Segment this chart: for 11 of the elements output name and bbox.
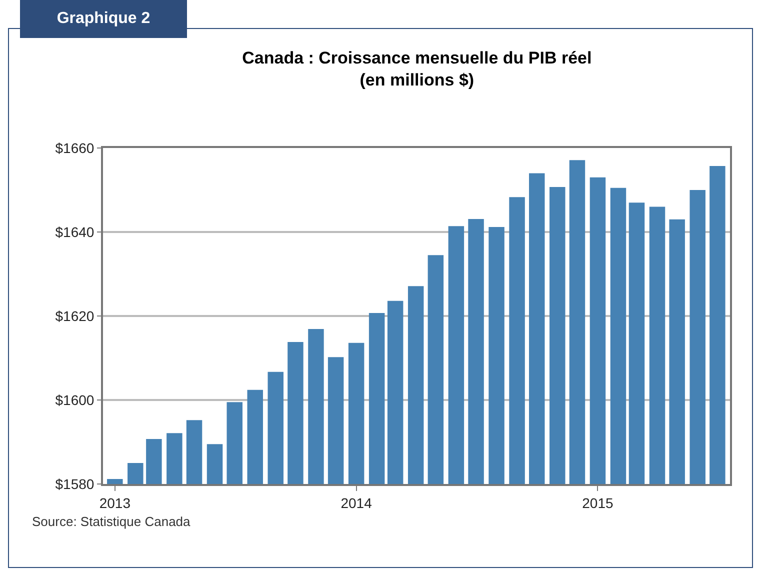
chart-title: Canada : Croissance mensuelle du PIB réel (en millions $): [242, 48, 592, 90]
y-tick-label: $1640: [55, 224, 94, 240]
text: Graphique 2: [20, 0, 187, 38]
y-tick-label: $1620: [55, 308, 94, 324]
source-note: Source: Statistique Canada: [32, 514, 190, 529]
y-tick-label: $1600: [55, 392, 94, 408]
x-tick-label: 2013: [99, 494, 131, 511]
x-tick-label: 2014: [340, 494, 372, 511]
y-tick-label: $1660: [55, 140, 94, 156]
x-tick-label: 2015: [582, 494, 614, 511]
y-tick-label: $1580: [55, 476, 94, 492]
